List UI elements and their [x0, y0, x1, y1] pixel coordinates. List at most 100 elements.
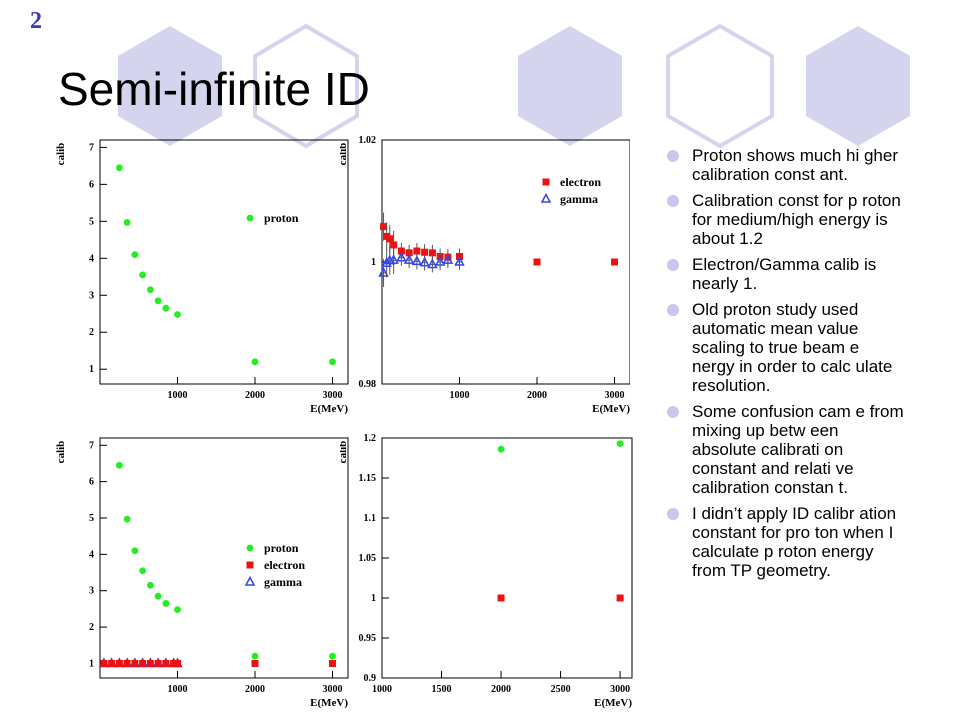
bullet-item: Electron/Gamma calib is nearly 1.: [665, 255, 905, 293]
x-tick-label: 3000: [323, 684, 343, 695]
legend-marker-gamma: [244, 575, 256, 586]
bullet-text: Old proton study used automatic mean val…: [692, 300, 893, 395]
electron-point: [533, 258, 541, 266]
plot-proton-calib: 1000 2000 3000 1 2 3 4 5 6 7 E(MeV) calib proton: [55, 139, 349, 415]
electron-point: [170, 659, 178, 667]
y-tick-label: 1.02: [359, 136, 377, 146]
plot-frame: [99, 139, 349, 385]
electron-point: [100, 659, 108, 667]
electron-point: [154, 659, 162, 667]
proton-point: [162, 304, 170, 312]
x-tick-label: 1000: [168, 390, 188, 401]
proton-point: [616, 440, 624, 447]
proton-point: [139, 567, 147, 575]
proton-point: [162, 600, 170, 607]
hexagon-filled-3: [806, 26, 910, 146]
y-tick-label: 6: [89, 179, 94, 190]
proton-point: [497, 445, 505, 453]
y-tick-label: 1: [89, 364, 94, 375]
x-axis-label: E(MeV): [592, 403, 630, 415]
bullet-item: Proton shows much hi gher calibration co…: [665, 146, 905, 184]
x-tick-label: 2000: [245, 684, 265, 695]
proton-point: [146, 581, 154, 589]
electron-point: [139, 659, 147, 667]
y-tick-label: 1: [371, 593, 376, 604]
plot-frame: [99, 437, 349, 679]
hexagon-filled-1: [118, 26, 222, 146]
y-tick-label: 5: [89, 216, 94, 227]
bullet-item: I didn’t apply ID calibr ation constant …: [665, 504, 905, 580]
plot-electron-gamma-calib: 1000 2000 3000 0.98 1 1.02 E(MeV) calib electron…: [340, 136, 630, 415]
y-tick-label: 6: [89, 477, 94, 488]
electron-point: [108, 659, 116, 667]
legend-label-electron: electron: [264, 558, 305, 572]
y-tick-label: 3: [89, 290, 94, 301]
proton-point: [174, 606, 181, 614]
bullet-item: Some confusion cam e from mixing up betw…: [665, 402, 905, 497]
hexagon-outline-2: [666, 23, 774, 149]
gamma-point: [396, 251, 407, 262]
y-tick-label: 3: [89, 586, 94, 597]
gamma-point: [427, 258, 438, 269]
proton-point: [139, 271, 147, 279]
legend-marker-proton: [246, 544, 254, 552]
gamma-point: [442, 254, 454, 264]
electron-point: [162, 659, 170, 667]
y-tick-label: 0.9: [364, 673, 377, 684]
y-axis-label: calib: [340, 143, 349, 166]
gamma-point: [388, 254, 399, 264]
x-tick-label: 1500: [432, 684, 452, 695]
hexagon-filled-2: [518, 26, 622, 146]
y-tick-label: 2: [89, 622, 94, 633]
x-tick-label: 2000: [527, 390, 547, 401]
electron-point: [428, 249, 436, 257]
y-tick-label: 1.2: [364, 433, 377, 444]
x-tick-label: 1000: [372, 684, 392, 695]
slide-title: Semi-infinite ID: [58, 63, 370, 115]
proton-point: [329, 652, 336, 660]
electron-point: [386, 235, 394, 243]
bullet-text: Electron/Gamma calib is nearly 1.: [692, 255, 877, 293]
bullet-item: Calibration const for p roton for medium…: [665, 191, 905, 248]
x-tick-label: 1000: [168, 684, 188, 695]
plot-all-particles-calib: 1000 2000 3000 1 2 3 4 5 6 7 E(MeV) calib proton elec…: [55, 437, 349, 709]
plot-high-energy-calib: 1000 1500 2000 2500 3000 0.9 0.95 1 1.05 1.1 1.15 1…: [340, 433, 633, 709]
y-tick-label: 0.95: [359, 633, 377, 644]
bullet-item: Old proton study used automatic mean val…: [665, 300, 905, 395]
y-tick-label: 1.15: [359, 473, 377, 484]
legend-marker-electron: [542, 178, 550, 186]
electron-point: [329, 659, 336, 667]
electron-point: [174, 659, 181, 667]
electron-point: [413, 247, 421, 255]
y-tick-label: 7: [89, 142, 94, 153]
y-tick-label: 1.1: [364, 513, 377, 524]
electron-point: [390, 241, 398, 249]
legend-marker-electron: [246, 561, 254, 569]
y-axis-label: calib: [55, 441, 67, 464]
gamma-point: [403, 254, 415, 264]
y-tick-label: 4: [89, 549, 94, 560]
y-tick-label: 1: [89, 658, 94, 669]
proton-point: [115, 461, 123, 469]
bullet-list: Proton shows much hi gher calibration co…: [665, 146, 905, 587]
bullet-dot-icon: [667, 508, 679, 520]
proton-point: [131, 251, 139, 259]
y-tick-label: 1: [371, 257, 376, 268]
y-tick-label: 0.98: [359, 379, 377, 390]
bullet-dot-icon: [667, 406, 679, 418]
x-tick-label: 2500: [551, 684, 571, 695]
proton-point: [123, 219, 131, 226]
y-tick-label: 1.05: [359, 553, 377, 564]
x-tick-label: 1000: [450, 390, 470, 401]
gamma-point: [378, 266, 389, 277]
x-tick-label: 2000: [491, 684, 511, 695]
electron-point: [497, 594, 505, 602]
legend-label-proton: proton: [264, 211, 299, 225]
legend-label-gamma: gamma: [264, 575, 302, 589]
electron-point: [123, 659, 131, 667]
gamma-point: [454, 255, 465, 266]
bullet-dot-icon: [667, 259, 679, 271]
y-tick-label: 5: [89, 513, 94, 524]
gamma-point: [381, 257, 392, 267]
hexagon-outline-1: [253, 23, 359, 149]
